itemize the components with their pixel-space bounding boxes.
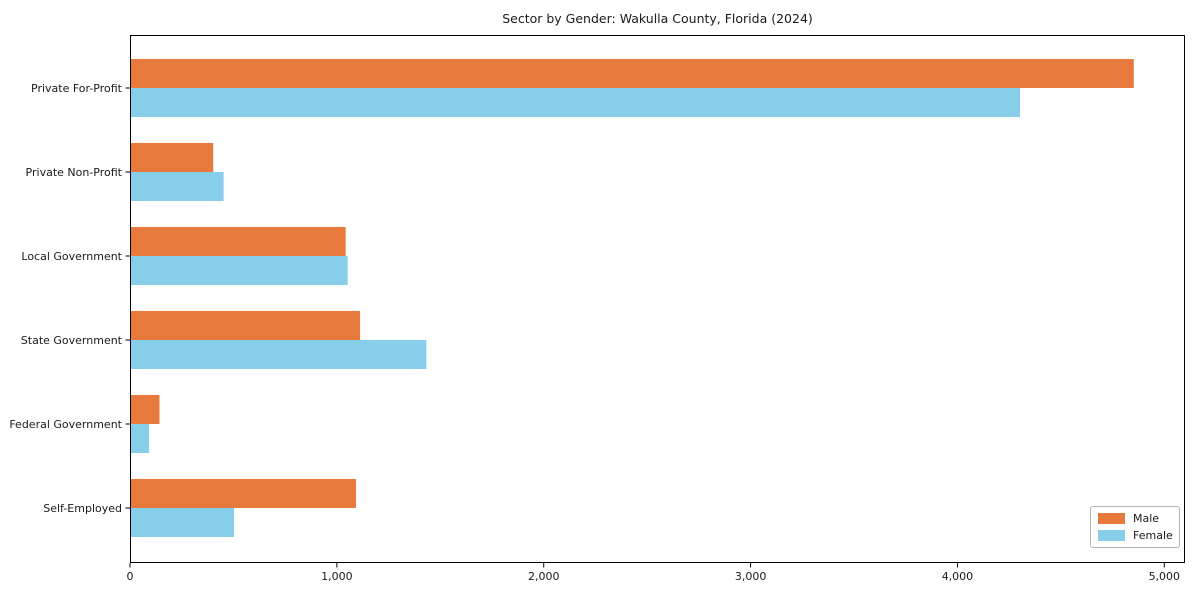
bar-female-private-for-profit: [130, 88, 1021, 117]
bar-female-local-government: [130, 256, 348, 285]
bar-male-private-for-profit: [130, 59, 1134, 88]
bar-female-state-government: [130, 340, 427, 369]
x-tick-label: 5,000: [1149, 570, 1181, 583]
plot-frame: [130, 35, 1185, 563]
legend-item-female: Female: [1098, 529, 1173, 542]
bar-male-federal-government: [130, 395, 160, 424]
x-tick-label: 1,000: [321, 570, 353, 583]
x-tick-label: 3,000: [735, 570, 767, 583]
legend-label-male: Male: [1133, 512, 1160, 525]
legend-swatch-female-icon: [1098, 530, 1125, 541]
legend-label-female: Female: [1133, 529, 1173, 542]
bar-male-private-non-profit: [130, 143, 214, 172]
y-tick-label: Self-Employed: [43, 502, 122, 515]
bar-female-private-non-profit: [130, 172, 224, 201]
x-tick-label: 0: [127, 570, 134, 583]
legend-item-male: Male: [1098, 513, 1172, 524]
x-tick-label: 4,000: [942, 570, 974, 583]
bar-male-self-employed: [130, 479, 356, 508]
bar-male-state-government: [130, 311, 361, 340]
y-tick-label: Federal Government: [9, 418, 122, 431]
x-tick-label: 2,000: [528, 570, 560, 583]
bar-female-self-employed: [130, 508, 234, 537]
y-tick-label: Private Non-Profit: [26, 166, 123, 179]
bar-male-local-government: [130, 227, 346, 256]
legend: Male Female: [1090, 506, 1180, 548]
bar-female-federal-government: [130, 424, 150, 453]
chart-title: Sector by Gender: Wakulla County, Florid…: [502, 11, 813, 26]
y-tick-label: Local Government: [21, 250, 122, 263]
y-tick-label: State Government: [21, 334, 123, 347]
legend-swatch-male-icon: [1098, 513, 1125, 524]
y-tick-label: Private For-Profit: [31, 82, 123, 95]
